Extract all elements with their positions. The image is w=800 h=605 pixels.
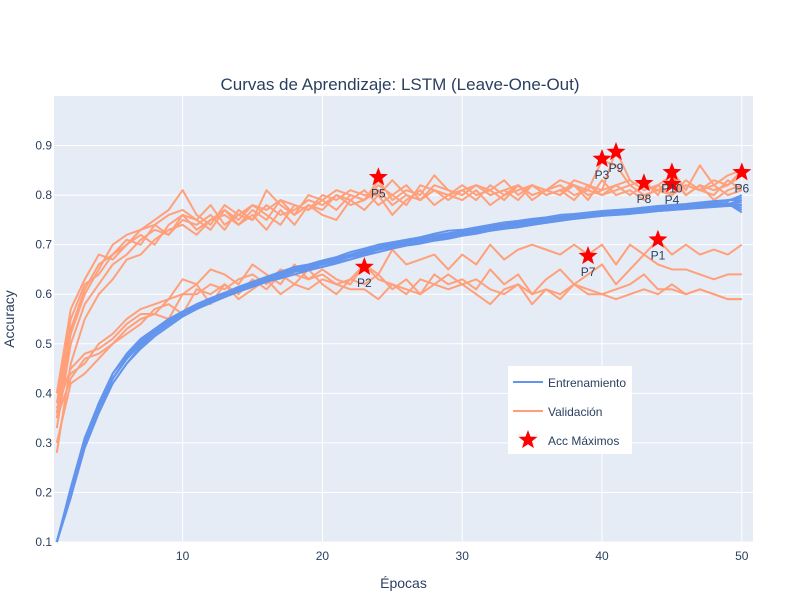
max-point-label: P1: [651, 249, 666, 263]
max-star: [368, 167, 388, 186]
max-point-label: P3: [595, 168, 610, 182]
max-point-label: P9: [609, 161, 624, 175]
max-point-label: P10: [661, 181, 683, 195]
validation-line: [55, 273, 742, 444]
y-tick-label: 0.6: [35, 287, 52, 301]
max-point-label: P7: [581, 265, 596, 279]
legend-train-label: Entrenamiento: [548, 376, 626, 390]
chart-title: Curvas de Aprendizaje: LSTM (Leave-One-O…: [220, 75, 579, 94]
grid-lines: [54, 96, 753, 543]
validation-line: [55, 149, 743, 404]
train-lines: [55, 194, 743, 543]
max-star: [662, 162, 682, 181]
validation-line: [55, 253, 742, 419]
validation-line: [55, 238, 743, 394]
tick-labels: 10 20 30 40 50 0.1 0.2 0.3 0.4 0.5 0.6 0.7 0.8 0.9: [35, 139, 748, 563]
legend-star: [518, 430, 538, 449]
y-tick-label: 0.4: [35, 386, 52, 400]
x-tick-label: 20: [316, 549, 330, 563]
train-line: [55, 199, 743, 543]
max-star: [732, 162, 752, 181]
max-star: [606, 142, 626, 161]
max-star: [592, 148, 612, 168]
max-star: [634, 173, 654, 192]
x-axis-label: Épocas: [380, 575, 427, 591]
validation-line: [55, 263, 742, 409]
max-star: [578, 246, 598, 265]
max-markers: P1 P2 P3 P4 P5 P6 P7 P8 P9 P10: [354, 142, 752, 290]
y-tick-label: 0.5: [35, 337, 52, 351]
max-star: [354, 256, 374, 276]
x-tick-label: 30: [456, 549, 470, 563]
max-star: [662, 174, 682, 193]
x-tick-label: 50: [735, 549, 749, 563]
y-axis-label: Accuracy: [1, 290, 17, 348]
legend-validation-label: Validación: [548, 405, 602, 419]
max-star: [648, 229, 668, 248]
y-tick-label: 0.8: [35, 188, 52, 202]
x-tick-label: 10: [176, 549, 190, 563]
max-point-label: P2: [357, 276, 372, 290]
legend-max-label: Acc Máximos: [548, 434, 619, 448]
y-tick-label: 0.2: [35, 485, 52, 499]
y-tick-label: 0.3: [35, 436, 52, 450]
x-tick-label: 40: [595, 549, 609, 563]
y-tick-label: 0.1: [35, 535, 52, 549]
validation-line: [55, 169, 743, 414]
legend: Entrenamiento Validación Acc Máximos: [508, 366, 632, 454]
validation-line: [55, 179, 743, 394]
max-point-label: P6: [734, 181, 749, 195]
legend-star-icon: [518, 430, 538, 449]
max-point-label: P8: [637, 192, 652, 206]
validation-lines: [55, 149, 743, 453]
y-tick-label: 0.9: [35, 139, 52, 153]
y-tick-label: 0.7: [35, 238, 52, 252]
max-point-label: P5: [371, 186, 386, 200]
plot-area: [54, 96, 753, 542]
max-point-label: P4: [665, 193, 680, 207]
